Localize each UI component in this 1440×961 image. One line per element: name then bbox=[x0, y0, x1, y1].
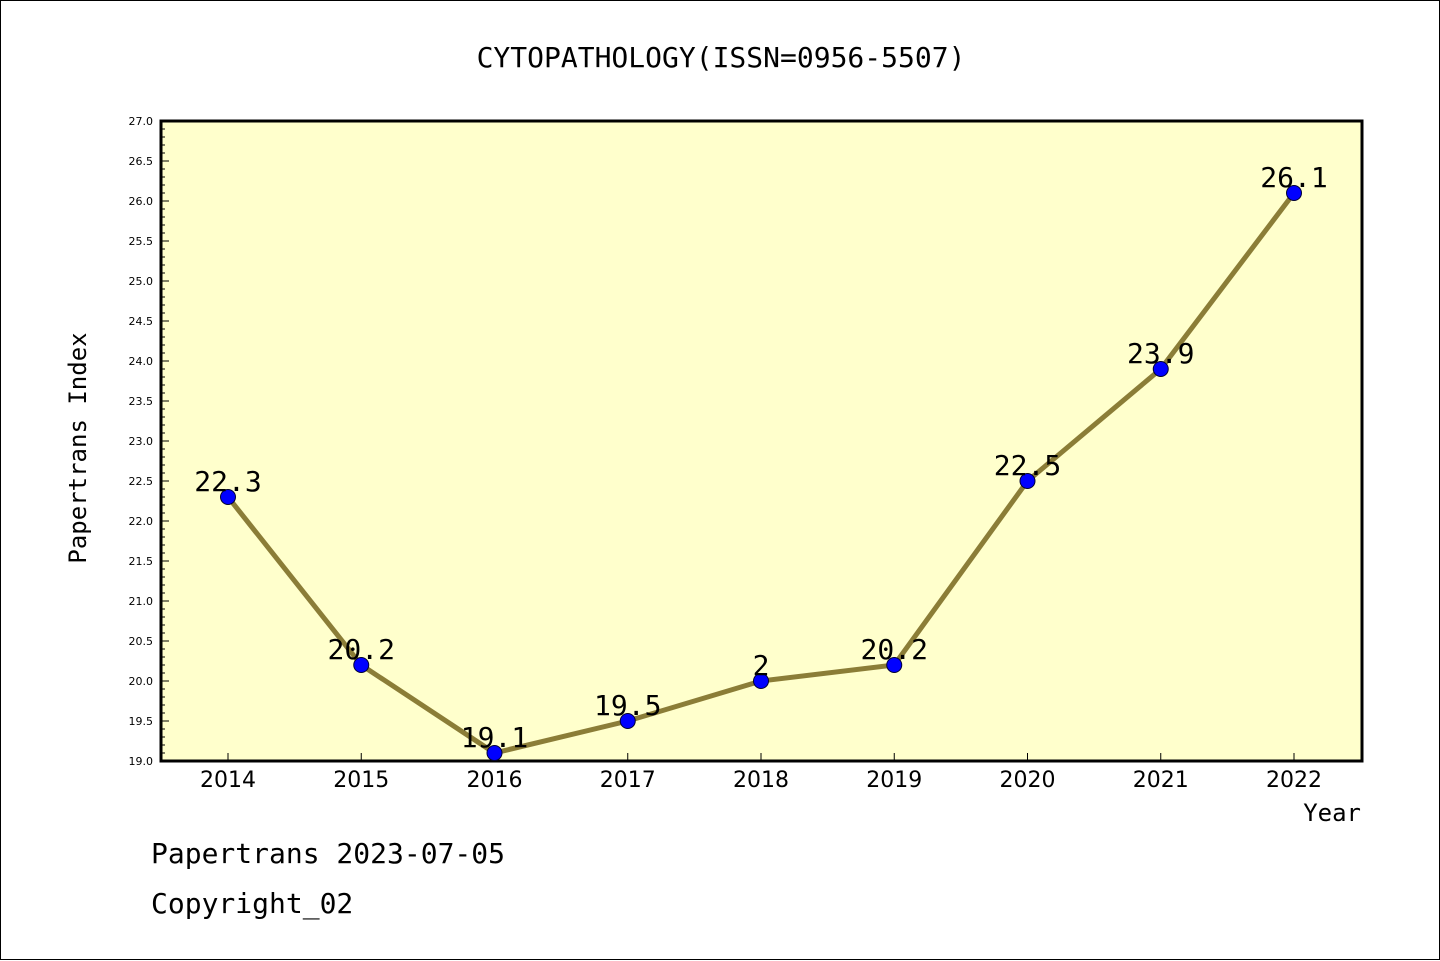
x-tick-label: 2021 bbox=[1133, 768, 1189, 793]
y-tick-label: 26.0 bbox=[129, 195, 154, 208]
data-label: 22.3 bbox=[194, 465, 261, 498]
x-tick-label: 2019 bbox=[866, 768, 922, 793]
data-point bbox=[220, 489, 236, 505]
chart-title: CYTOPATHOLOGY(ISSN=0956-5507) bbox=[477, 41, 966, 74]
data-label: 19.1 bbox=[461, 721, 528, 754]
x-tick-label: 2020 bbox=[1000, 768, 1056, 793]
y-tick-label: 24.5 bbox=[129, 315, 154, 328]
y-tick-label: 25.0 bbox=[129, 275, 154, 288]
data-point bbox=[619, 713, 636, 729]
data-label: 20.2 bbox=[861, 633, 928, 666]
y-tick-label: 26.5 bbox=[129, 155, 154, 168]
data-label: 2 bbox=[753, 649, 770, 682]
data-label: 19.5 bbox=[594, 689, 661, 722]
data-point bbox=[886, 657, 903, 673]
series-markers bbox=[220, 185, 1302, 761]
data-label: 26.1 bbox=[1260, 161, 1327, 194]
data-label: 23.9 bbox=[1127, 337, 1194, 370]
footer-date: Papertrans 2023-07-05 bbox=[151, 837, 506, 870]
x-axis-label: Year bbox=[1303, 799, 1361, 827]
y-tick-label: 24.0 bbox=[129, 355, 154, 368]
x-tick-label: 2015 bbox=[333, 768, 389, 793]
y-tick-label: 22.5 bbox=[129, 475, 154, 488]
x-axis: 2014 2015 2016 2017 2018 2019 2020 2021 2022 bbox=[200, 753, 1322, 793]
y-tick-label: 21.5 bbox=[129, 555, 154, 568]
x-tick-label: 2016 bbox=[467, 768, 523, 793]
y-tick-label: 23.0 bbox=[129, 435, 154, 448]
data-label: 22.5 bbox=[994, 449, 1061, 482]
y-axis: 19.0 19.5 20.0 20.5 21.0 21.5 22.0 22.5 23.0 23.5… bbox=[129, 115, 169, 768]
x-tick-label: 2018 bbox=[733, 768, 789, 793]
x-tick-label: 2017 bbox=[600, 768, 656, 793]
y-tick-label: 19.5 bbox=[129, 715, 154, 728]
y-tick-label: 25.5 bbox=[129, 235, 154, 248]
data-point bbox=[1152, 361, 1169, 377]
data-point bbox=[1019, 473, 1036, 489]
y-tick-label: 20.0 bbox=[129, 675, 154, 688]
y-tick-label: 23.5 bbox=[129, 395, 154, 408]
data-point bbox=[353, 657, 370, 673]
footer-copyright: Copyright_02 bbox=[151, 887, 354, 920]
y-tick-label: 20.5 bbox=[129, 635, 154, 648]
y-tick-label: 27.0 bbox=[129, 115, 154, 128]
plot-area bbox=[159, 119, 1364, 763]
data-point bbox=[1286, 185, 1302, 201]
y-tick-label: 21.0 bbox=[129, 595, 154, 608]
x-tick-label: 2022 bbox=[1266, 768, 1322, 793]
data-labels: 22.3 20.2 19.1 19.5 2 20.2 22.5 23.9 26.1 bbox=[194, 161, 1327, 754]
y-tick-label: 19.0 bbox=[129, 755, 154, 768]
data-point bbox=[486, 745, 503, 761]
y-axis-label: Papertrans Index bbox=[64, 332, 92, 563]
data-point bbox=[753, 673, 769, 689]
x-tick-label: 2014 bbox=[200, 768, 256, 793]
data-label: 20.2 bbox=[328, 633, 395, 666]
y-tick-label: 22.0 bbox=[129, 515, 154, 528]
